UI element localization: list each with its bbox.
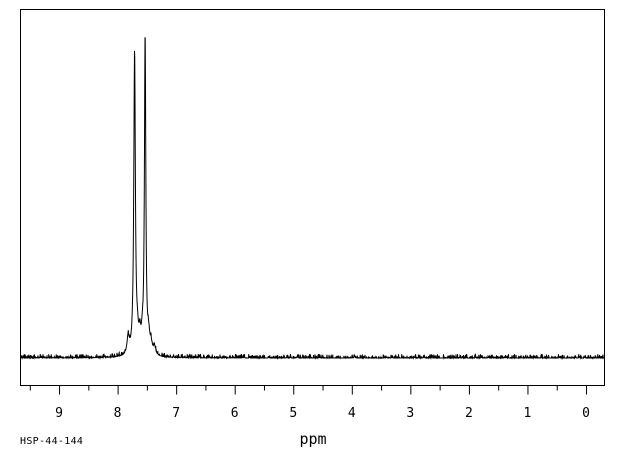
- nmr-trace: [20, 37, 605, 360]
- spectrum-trace-group: [20, 37, 605, 360]
- axis-tick-label: 3: [406, 406, 414, 421]
- axis-tick-labels: 9 8 7 6 5 4 3 2 1 0: [55, 406, 590, 421]
- axis-tick-label: 5: [289, 406, 297, 421]
- plot-frame: [20, 9, 605, 386]
- axis-tick-label: 6: [231, 406, 239, 421]
- sample-id-label: HSP-44-144: [20, 436, 83, 447]
- axis-tick-label: 1: [524, 406, 532, 421]
- axis-tick-label: 2: [465, 406, 473, 421]
- axis-tick-label: 8: [114, 406, 122, 421]
- axis-tick-label: 0: [582, 406, 590, 421]
- axis-ticks: [29, 385, 587, 395]
- axis-tick-label: 4: [348, 406, 356, 421]
- axis-tick-label: 7: [172, 406, 180, 421]
- axis-title-ppm: ppm: [299, 430, 326, 448]
- axis-tick-label: 9: [55, 406, 63, 421]
